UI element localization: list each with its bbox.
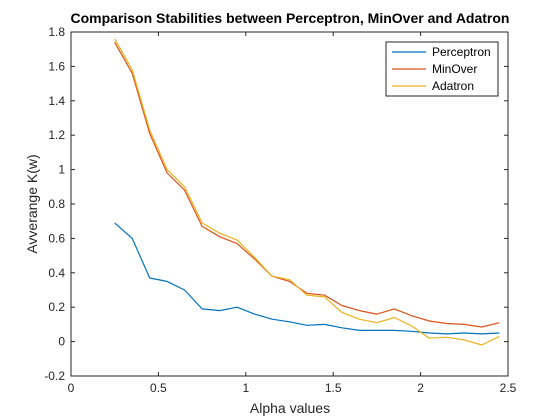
y-tick-label: 0 xyxy=(58,335,65,349)
y-tick-label: 1.4 xyxy=(48,94,65,108)
series-line-minover xyxy=(114,42,500,328)
x-tick-label: 2.5 xyxy=(500,381,517,395)
y-tick-label: -0.2 xyxy=(44,369,65,383)
y-tick-label: 0.8 xyxy=(48,197,65,211)
y-tick-label: 0.6 xyxy=(48,231,65,245)
series-line-adatron xyxy=(114,38,500,346)
x-tick-label: 0.5 xyxy=(150,381,167,395)
chart-title: Comparison Stabilities between Perceptro… xyxy=(70,10,509,26)
y-tick-label: 1.6 xyxy=(48,59,65,73)
x-tick-label: 1 xyxy=(242,381,249,395)
x-tick-label: 0 xyxy=(68,381,75,395)
y-tick-label: 1.8 xyxy=(48,25,65,39)
x-tick-label: 2 xyxy=(417,381,424,395)
x-axis-label: Alpha values xyxy=(250,400,330,416)
y-tick-label: 1 xyxy=(58,163,65,177)
legend-label-perceptron: Perceptron xyxy=(432,45,491,59)
series-line-perceptron xyxy=(114,222,500,335)
y-tick-label: 0.4 xyxy=(48,266,65,280)
y-tick-label: 1.2 xyxy=(48,128,65,142)
legend-label-minover: MinOver xyxy=(432,62,477,76)
legend: Perceptron MinOver Adatron xyxy=(385,41,499,97)
y-tick-label: 0.2 xyxy=(48,300,65,314)
x-tick-label: 1.5 xyxy=(325,381,342,395)
y-axis-label: Avverange K(w) xyxy=(24,154,40,253)
legend-label-adatron: Adatron xyxy=(432,79,474,93)
